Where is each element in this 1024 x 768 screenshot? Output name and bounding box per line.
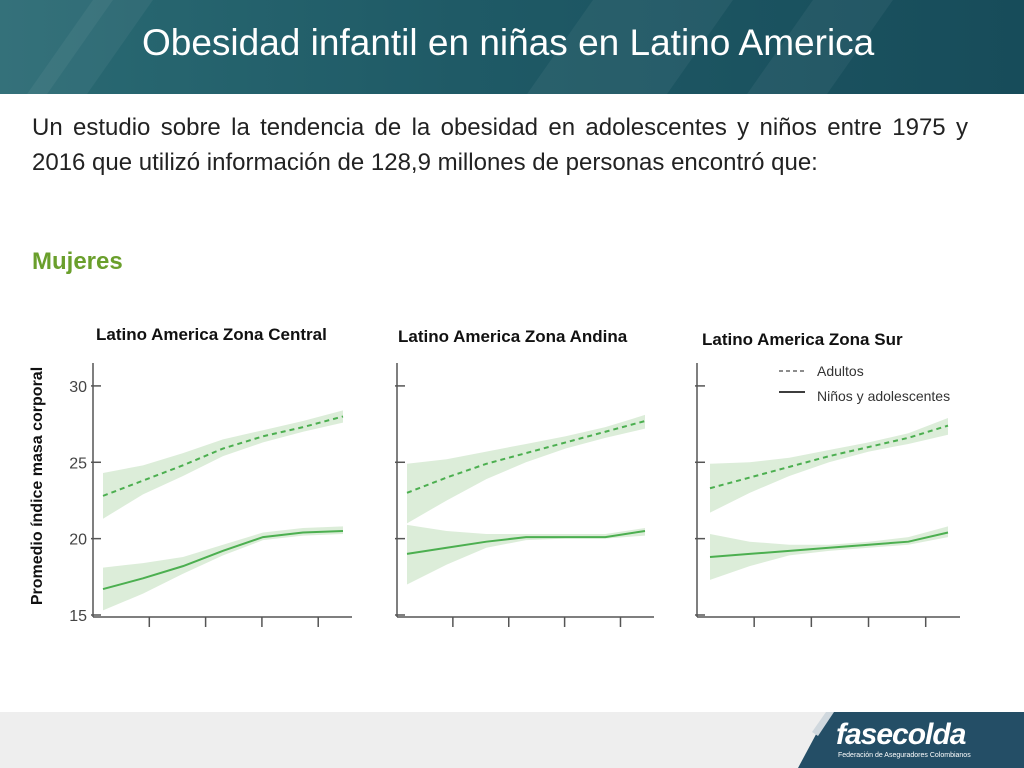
plot-andina — [395, 363, 654, 627]
series-line-adultos — [102, 415, 344, 497]
legend-label-ninos: Niños y adolescentes — [817, 388, 950, 404]
series-line-ninos — [406, 530, 646, 555]
header-banner — [0, 0, 1024, 94]
y-tick-label: 15 — [69, 608, 87, 625]
fasecolda-logo: fasecolda — [836, 718, 966, 751]
intro-paragraph: Un estudio sobre la tendencia de la obes… — [32, 114, 968, 176]
chart-title-sur: Latino America Zona Sur — [702, 330, 903, 349]
footer-bar — [0, 712, 1024, 768]
confidence-band-ninos — [103, 526, 343, 611]
section-label: Mujeres — [32, 248, 123, 275]
y-tick-label: 30 — [69, 379, 87, 396]
slide-title: Obesidad infantil en niñas en Latino Ame… — [142, 22, 875, 63]
plot-central: 15 20 25 30 — [69, 363, 352, 627]
confidence-band-adultos — [103, 410, 343, 519]
y-tick-label: 20 — [69, 532, 87, 549]
confidence-band-adultos — [407, 414, 645, 524]
confidence-band-ninos — [407, 524, 645, 585]
confidence-band-adultos — [710, 417, 948, 513]
legend-label-adultos: Adultos — [817, 363, 864, 379]
series-line-ninos — [102, 530, 344, 591]
logo-panel — [798, 712, 1024, 768]
y-axis-label: Promedio índice masa corporal — [29, 366, 46, 606]
y-tick-label: 25 — [69, 455, 87, 472]
plot-sur: Adultos Niños y adolescentes — [695, 363, 960, 627]
chart-title-andina: Latino America Zona Andina — [398, 327, 628, 346]
series-line-adultos — [406, 420, 646, 494]
logo-subtitle: Federación de Aseguradores Colombianos — [838, 752, 971, 759]
chart-title-central: Latino America Zona Central — [96, 325, 327, 344]
confidence-band-ninos — [710, 526, 948, 580]
series-line-ninos — [709, 531, 949, 558]
